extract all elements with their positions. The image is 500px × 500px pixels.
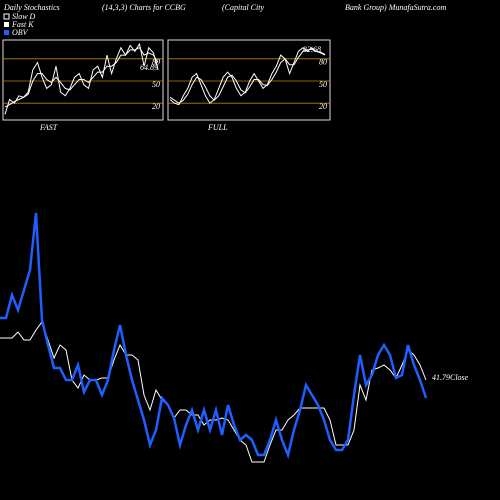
annotation: 64.89 [140,63,158,72]
y-tick-label: 20 [319,102,327,111]
panel-frame [167,39,331,121]
y-tick-label: 20 [152,102,160,111]
legend-label: Fast K [11,20,34,29]
series-line [0,212,428,460]
panel-title: FULL [207,123,228,132]
y-tick-label: 50 [319,80,327,89]
legend-label: OBV [12,28,29,37]
annotation: 82.68 [303,45,321,54]
company: (Capital City [222,3,264,12]
legend-swatch [3,13,10,20]
panel-frame [2,39,164,121]
legend-label: Slow D [12,12,36,21]
legend-swatch [4,30,9,35]
series-line [4,42,159,115]
y-tick-label: 50 [152,80,160,89]
subtitle: (14,3,3) Charts for CCBG [102,3,186,12]
title: Daily Stochastics [3,3,60,12]
series-line [169,48,326,104]
series-line [169,47,326,106]
source: Bank Group) MunafaSutra.com [345,3,446,12]
legend-swatch [4,22,9,27]
y-tick-label: 80 [319,58,327,67]
annotation: 41.79Close [432,373,469,382]
panel-title: FAST [39,123,58,132]
